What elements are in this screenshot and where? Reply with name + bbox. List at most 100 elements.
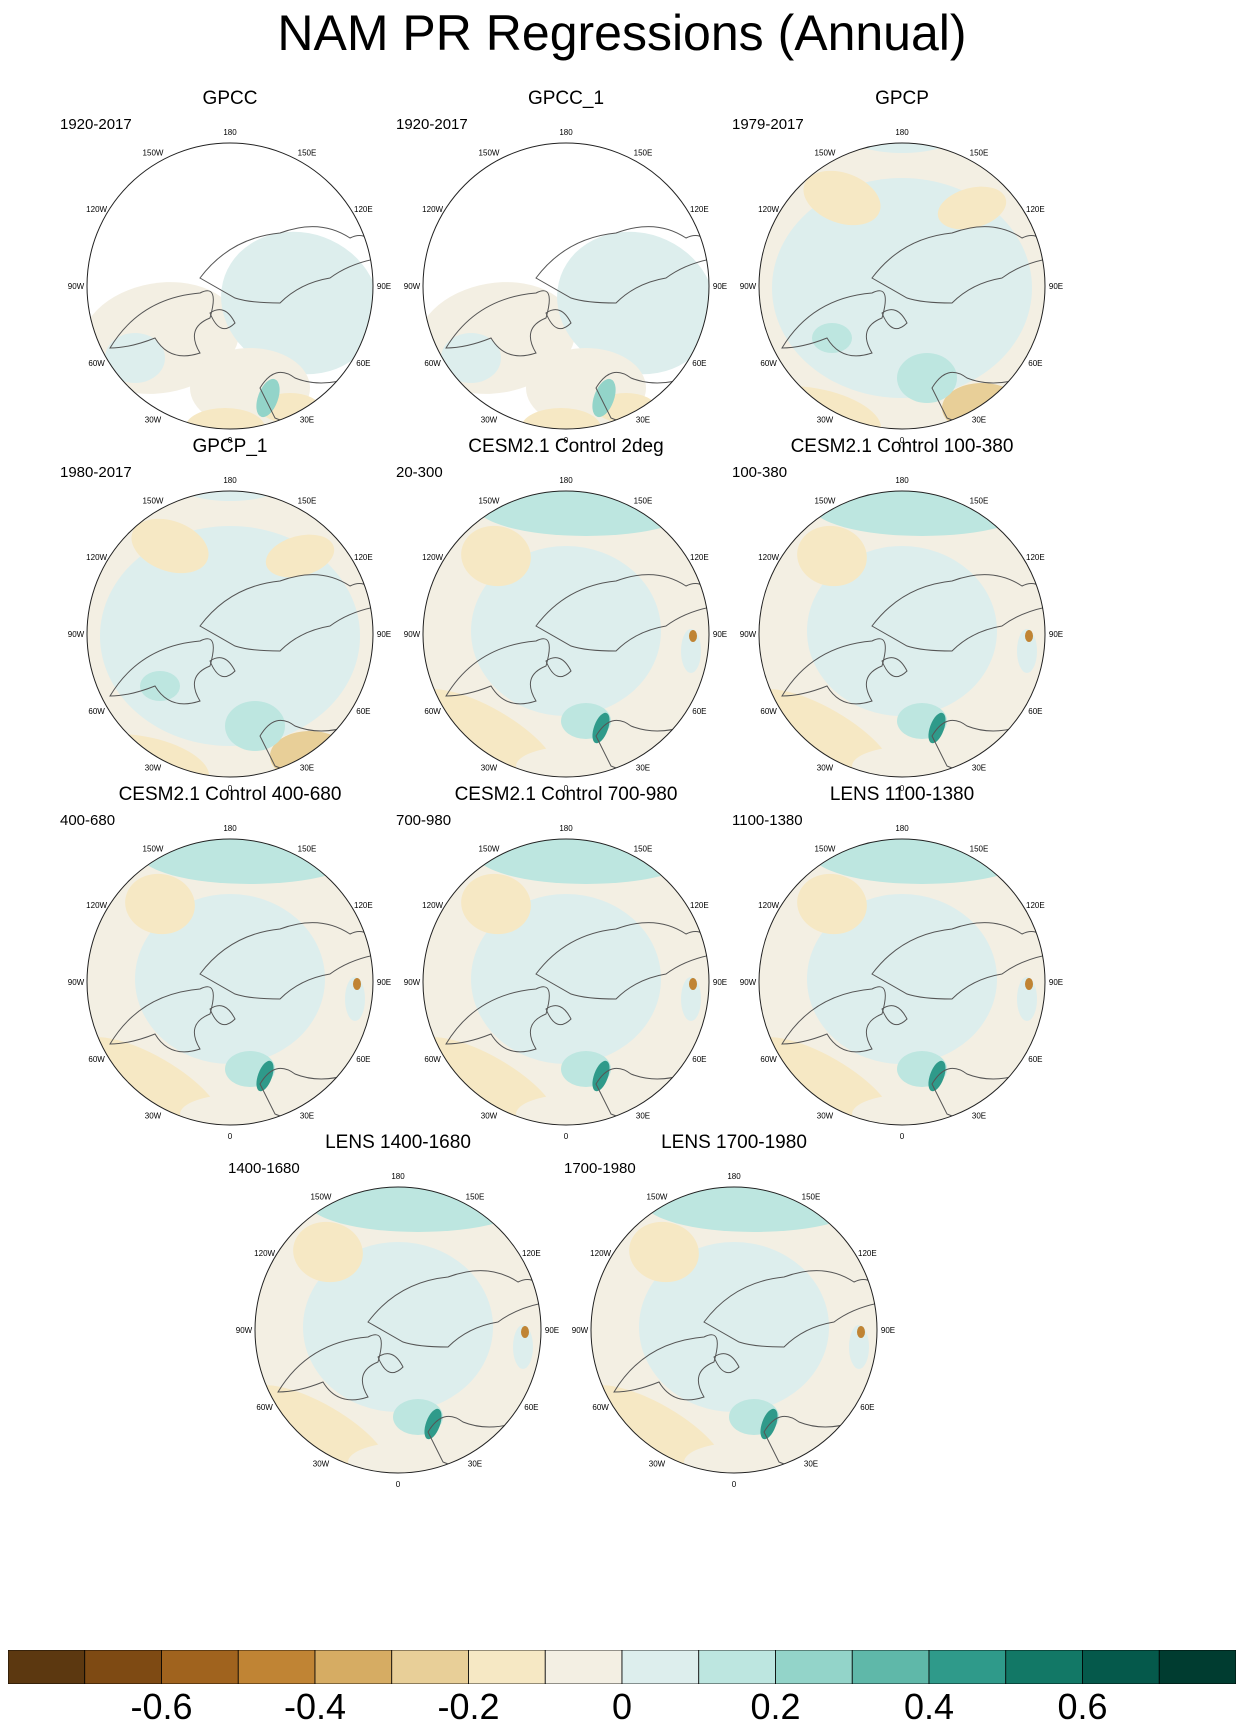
colorbar-swatch	[314, 1649, 393, 1685]
positive-anomaly	[897, 353, 957, 403]
coastline	[445, 638, 550, 705]
longitude-label: 120E	[690, 205, 709, 214]
longitude-label: 30E	[972, 415, 986, 424]
longitude-label: 30W	[817, 1111, 834, 1120]
longitude-label: 30W	[649, 1459, 666, 1468]
map-panel: GPCC_1 180 150E 120E 90E 60E 30E 0 30W 60W 90W 120W…	[386, 88, 746, 458]
longitude-label: 180	[559, 128, 573, 137]
longitude-label: 120W	[86, 205, 107, 214]
neutral-band	[852, 1094, 972, 1125]
longitude-label: 120W	[86, 901, 107, 910]
panel-title: CESM2.1 Control 2deg	[468, 436, 664, 457]
longitude-label: 30W	[481, 415, 498, 424]
longitude-label: 30E	[300, 415, 314, 424]
colorbar-swatch	[698, 1649, 776, 1685]
neutral-band	[180, 1094, 300, 1125]
coastline	[109, 986, 214, 1053]
longitude-label: 60W	[760, 1055, 777, 1064]
positive-field	[303, 1242, 493, 1412]
coastline	[545, 657, 572, 678]
positive-anomaly	[812, 323, 852, 353]
coastline	[199, 226, 373, 304]
longitude-label: 150E	[298, 497, 317, 506]
positive-anomaly	[225, 701, 285, 751]
positive-field	[807, 894, 997, 1064]
panel-title: CESM2.1 Control 400-680	[118, 784, 342, 805]
coastline	[535, 922, 709, 1000]
positive-anomaly	[681, 629, 701, 673]
map-boundary	[758, 142, 1046, 430]
longitude-label: 150W	[143, 845, 164, 854]
longitude-label: 150W	[143, 149, 164, 158]
longitude-label: 120W	[758, 901, 779, 910]
longitude-label: 60W	[88, 1055, 105, 1064]
longitude-label: 150W	[647, 1193, 668, 1202]
longitude-label: 180	[391, 1172, 405, 1181]
longitude-label: 120W	[758, 205, 779, 214]
figure-title: NAM PR Regressions (Annual)	[277, 5, 967, 61]
longitude-label: 90W	[404, 978, 421, 987]
positive-field	[807, 546, 997, 716]
positive-anomaly	[849, 1325, 869, 1369]
longitude-label: 0	[564, 1132, 569, 1141]
longitude-label: 30E	[972, 763, 986, 772]
longitude-label: 60W	[88, 359, 105, 368]
longitude-label: 30E	[636, 763, 650, 772]
coastline	[871, 226, 1045, 304]
panel-title: GPCP	[875, 88, 929, 109]
longitude-label: 90E	[377, 978, 391, 987]
coastline	[703, 1270, 877, 1348]
positive-anomaly	[681, 977, 701, 1021]
longitude-label: 30E	[636, 415, 650, 424]
map-boundary	[86, 490, 374, 778]
colorbar-tick-label: 0	[611, 1686, 633, 1727]
coastline	[781, 638, 886, 705]
colorbar-tick-label: -0.6	[130, 1686, 193, 1727]
coastline	[545, 309, 572, 330]
longitude-label: 30E	[300, 763, 314, 772]
coastline	[881, 657, 908, 678]
positive-anomaly	[345, 977, 365, 1021]
longitude-label: 180	[895, 824, 909, 833]
map-panel: CESM2.1 Control 400-680 180 150E 120E 90E 60E…	[50, 784, 410, 1154]
longitude-label: 120E	[858, 1249, 877, 1258]
panel-title: CESM2.1 Control 700-980	[454, 784, 678, 805]
negative-anomaly	[521, 408, 601, 429]
map-panel: LENS 1100-1380 180 150E 120E 90E 60E 30E 0 30W 60…	[722, 784, 1082, 1154]
longitude-label: 0	[564, 784, 569, 793]
longitude-label: 60E	[1028, 707, 1042, 716]
longitude-label: 60E	[692, 707, 706, 716]
longitude-label: 150E	[970, 497, 989, 506]
colorbar	[7, 1649, 1237, 1685]
longitude-label: 30W	[481, 763, 498, 772]
coastline	[445, 290, 550, 357]
polar-map: 180 150E 120E 90E 60E 30E 0 30W 60W 90W 120W 150W	[404, 824, 727, 1141]
coastline	[613, 1334, 718, 1401]
longitude-label: 0	[732, 1480, 737, 1489]
longitude-label: 60E	[692, 359, 706, 368]
neutral-band	[852, 746, 972, 777]
map-panel: CESM2.1 Control 2deg 180 150E 120E 90E 60E 30E…	[386, 436, 746, 806]
colorbar-swatch	[851, 1649, 930, 1685]
negative-anomaly	[265, 534, 335, 578]
neutral-band	[516, 1094, 636, 1125]
longitude-label: 120W	[422, 901, 443, 910]
longitude-label: 90E	[1049, 282, 1063, 291]
longitude-label: 150E	[802, 1193, 821, 1202]
negative-anomaly	[293, 1221, 363, 1283]
positive-anomaly	[256, 378, 280, 418]
longitude-label: 0	[900, 784, 905, 793]
map-boundary	[422, 490, 710, 778]
panel-title: CESM2.1 Control 100-380	[790, 436, 1014, 457]
longitude-label: 0	[900, 1132, 905, 1141]
negative-anomaly	[689, 978, 697, 990]
colorbar-swatch	[237, 1649, 316, 1685]
map-boundary	[422, 142, 710, 430]
longitude-label: 60W	[592, 1403, 609, 1412]
longitude-label: 60E	[356, 1055, 370, 1064]
longitude-label: 90W	[740, 282, 757, 291]
longitude-label: 60E	[860, 1403, 874, 1412]
coastline	[109, 290, 214, 357]
longitude-label: 150W	[815, 845, 836, 854]
colorbar-swatch	[161, 1649, 239, 1685]
